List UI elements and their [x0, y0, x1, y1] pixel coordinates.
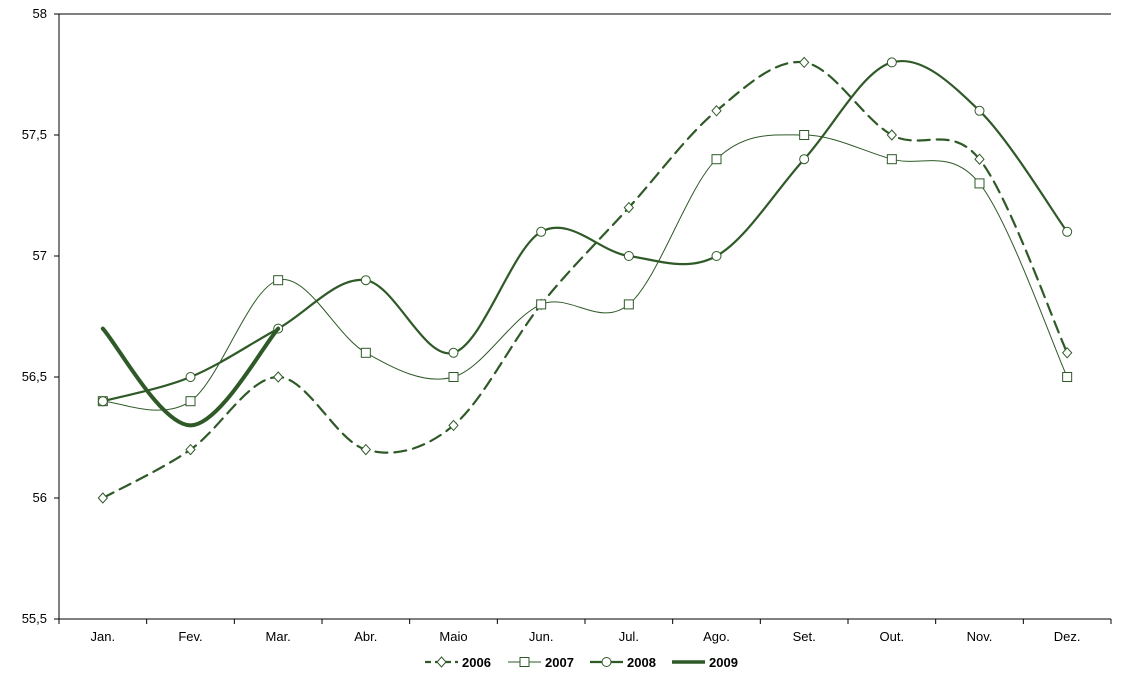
y-tick-label: 57 [33, 248, 47, 263]
data-point-2008 [799, 154, 810, 165]
data-point-2006 [798, 56, 810, 69]
series-2008 [97, 57, 1073, 407]
x-tick-label: Dez. [1054, 629, 1081, 644]
x-tick-label: Jan. [91, 629, 116, 644]
x-tick-label: Jul. [619, 629, 639, 644]
series-2009 [100, 326, 281, 428]
series-line-2007 [102, 134, 1068, 411]
y-tick-label: 58 [33, 6, 47, 21]
data-point-2007 [185, 396, 196, 407]
data-point-2008 [185, 372, 196, 382]
legend-marker-2007 [519, 657, 530, 667]
legend-item-2006: 2006 [425, 655, 491, 670]
x-tick-label: Mar. [266, 629, 291, 644]
series-line-2006 [101, 60, 1069, 500]
data-point-2008 [536, 226, 547, 237]
data-point-2007 [448, 372, 459, 382]
data-point-2008 [360, 275, 371, 286]
data-point-2006 [1061, 347, 1073, 359]
y-tick-label: 56,5 [22, 369, 47, 384]
data-point-2007 [711, 154, 722, 165]
legend-label-2007: 2007 [545, 655, 574, 670]
y-tick-label: 55,5 [22, 611, 47, 626]
data-point-2008 [1062, 226, 1073, 237]
legend-item-2007: 2007 [508, 655, 574, 670]
data-point-2007 [273, 275, 284, 286]
legend-label-2008: 2008 [627, 655, 656, 670]
data-point-2006 [448, 419, 459, 432]
data-point-2006 [711, 105, 722, 117]
data-point-2008 [623, 251, 634, 261]
legend-marker-2008 [601, 657, 612, 667]
data-point-2006 [360, 443, 372, 456]
data-point-2006 [974, 153, 985, 165]
data-point-2006 [272, 371, 284, 383]
legend: 2006 2007 2008 2009 [425, 655, 738, 670]
legend-item-2009: 2009 [672, 655, 738, 670]
axes: 55,5 56 56,5 57 57,5 58 Jan. Fev. Mar. Abr. Maio Ju… [22, 6, 1112, 644]
series-line-2009 [100, 326, 281, 428]
legend-item-2008: 2008 [590, 655, 656, 670]
data-point-2008 [448, 347, 459, 358]
data-point-2006 [886, 129, 898, 141]
y-tick-label: 57,5 [22, 127, 47, 142]
data-point-2007 [974, 178, 985, 189]
series-layer [97, 56, 1073, 504]
data-point-2007 [360, 347, 371, 358]
x-tick-label: Set. [793, 629, 816, 644]
x-tick-label: Maio [439, 629, 467, 644]
data-point-2008 [886, 57, 897, 68]
data-point-2006 [185, 443, 196, 456]
series-2007 [97, 130, 1073, 411]
series-line-2008 [101, 59, 1069, 403]
data-point-2007 [799, 130, 810, 140]
x-tick-label: Abr. [354, 629, 377, 644]
x-tick-label: Nov. [967, 629, 993, 644]
x-tick-label: Ago. [703, 629, 730, 644]
x-tick-label: Out. [880, 629, 905, 644]
data-point-2006 [623, 201, 635, 214]
data-point-2007 [1062, 372, 1073, 382]
legend-marker-2006 [436, 656, 447, 668]
data-point-2007 [886, 154, 897, 165]
data-point-2006 [97, 492, 109, 504]
data-point-2008 [974, 105, 985, 116]
legend-label-2006: 2006 [462, 655, 491, 670]
data-point-2008 [711, 251, 722, 261]
data-point-2008 [97, 396, 108, 407]
series-2006 [97, 56, 1073, 504]
data-point-2007 [536, 299, 547, 310]
x-tick-label: Jun. [529, 629, 554, 644]
data-point-2007 [623, 299, 634, 310]
legend-label-2009: 2009 [709, 655, 738, 670]
y-tick-label: 56 [33, 490, 47, 505]
x-tick-label: Fev. [178, 629, 202, 644]
